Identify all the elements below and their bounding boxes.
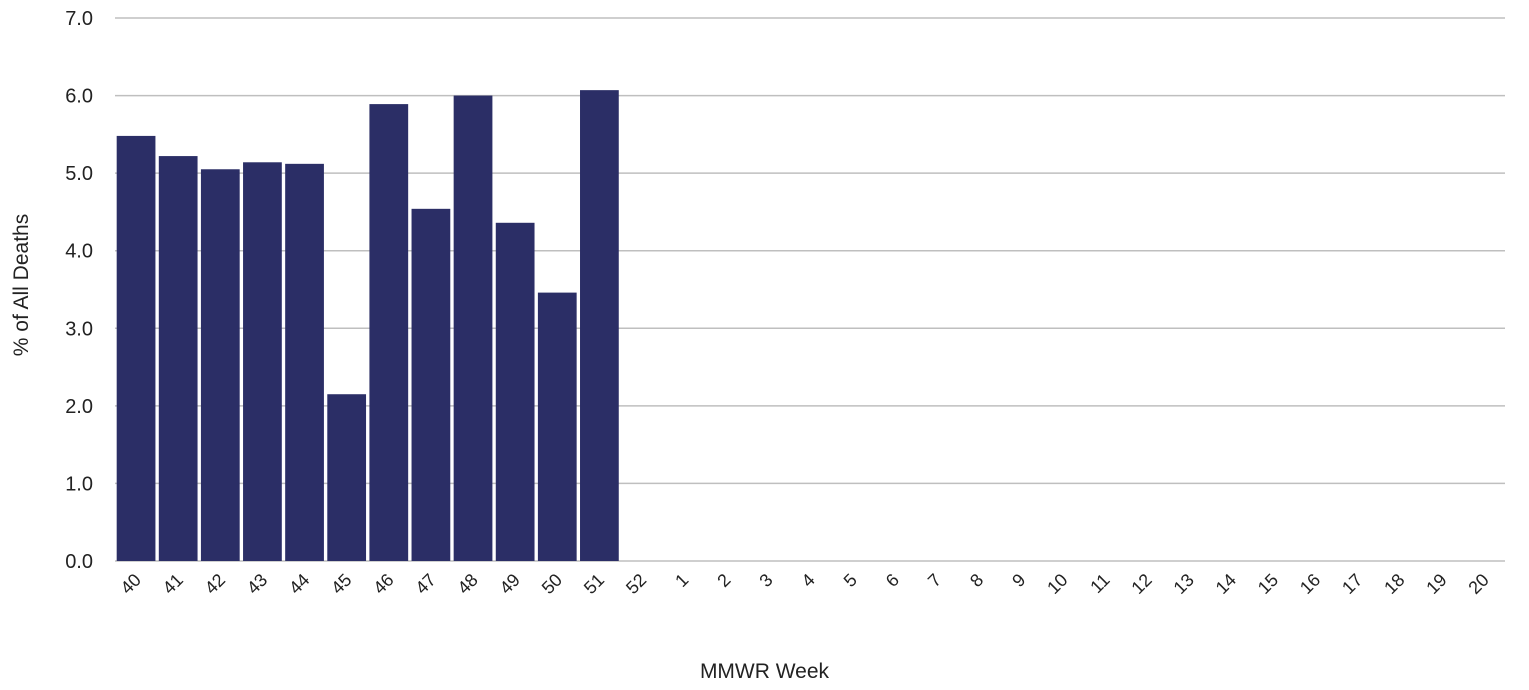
x-tick-label: 9 (1008, 570, 1029, 591)
bar (369, 104, 409, 562)
x-tick-label: 10 (1043, 570, 1071, 598)
x-tick-label: 41 (159, 570, 187, 598)
y-tick-label: 4.0 (65, 241, 93, 263)
y-tick-label: 5.0 (65, 163, 93, 185)
bar (158, 156, 198, 561)
x-tick-label: 16 (1296, 570, 1324, 598)
x-tick-label: 4 (798, 570, 819, 591)
y-tick-label: 6.0 (65, 86, 93, 108)
x-tick-label: 20 (1464, 570, 1492, 598)
x-tick-label: 7 (924, 570, 945, 591)
bar (495, 222, 535, 561)
x-tick-label: 3 (755, 570, 776, 591)
x-tick-label: 6 (882, 570, 903, 591)
bar (243, 162, 282, 562)
y-axis-title: % of All Deaths (10, 213, 33, 357)
x-tick-label: 8 (966, 570, 987, 591)
bar (537, 292, 577, 561)
bar (200, 169, 240, 561)
bar (285, 163, 324, 561)
x-tick-label: 2 (713, 570, 734, 591)
x-tick-label: 17 (1338, 570, 1366, 598)
y-tick-label: 7.0 (65, 8, 93, 30)
x-tick-label: 42 (201, 570, 229, 598)
y-axis-ticks: 0.0 1.0 2.0 3.0 4.0 5.0 6.0 7.0 (65, 8, 93, 573)
y-tick-label: 2.0 (65, 396, 93, 418)
x-tick-label: 40 (117, 570, 145, 598)
x-axis-ticks: 40 41 42 43 44 45 46 47 48 49 50 51 52 1 2 3 4 5 6 7 8 9 10 11 1… (117, 570, 1493, 598)
x-tick-label: 11 (1086, 570, 1113, 597)
x-tick-label: 43 (243, 570, 271, 598)
x-axis-title: MMWR Week (699, 660, 830, 683)
x-tick-label: 1 (671, 570, 692, 591)
y-tick-label: 3.0 (65, 318, 93, 340)
bar (580, 90, 619, 562)
x-tick-label: 5 (840, 570, 861, 591)
bar (327, 394, 367, 561)
x-tick-label: 12 (1127, 570, 1155, 598)
x-tick-label: 15 (1254, 570, 1282, 598)
x-tick-label: 19 (1422, 570, 1450, 598)
x-tick-label: 48 (454, 570, 482, 598)
y-tick-label: 0.0 (65, 551, 93, 573)
x-tick-label: 18 (1380, 570, 1408, 598)
bar (453, 95, 493, 562)
x-tick-label: 45 (327, 570, 355, 598)
x-tick-label: 51 (580, 570, 608, 598)
x-tick-label: 46 (369, 570, 397, 598)
x-tick-label: 13 (1170, 570, 1198, 598)
x-tick-label: 14 (1212, 570, 1240, 598)
x-tick-label: 50 (538, 570, 566, 598)
bar (116, 135, 156, 561)
y-tick-label: 1.0 (65, 473, 93, 495)
x-tick-label: 52 (622, 570, 650, 598)
bars (116, 90, 619, 562)
x-tick-label: 47 (411, 570, 439, 598)
x-tick-label: 44 (285, 570, 313, 598)
bar (411, 208, 451, 561)
x-tick-label: 49 (496, 570, 524, 598)
